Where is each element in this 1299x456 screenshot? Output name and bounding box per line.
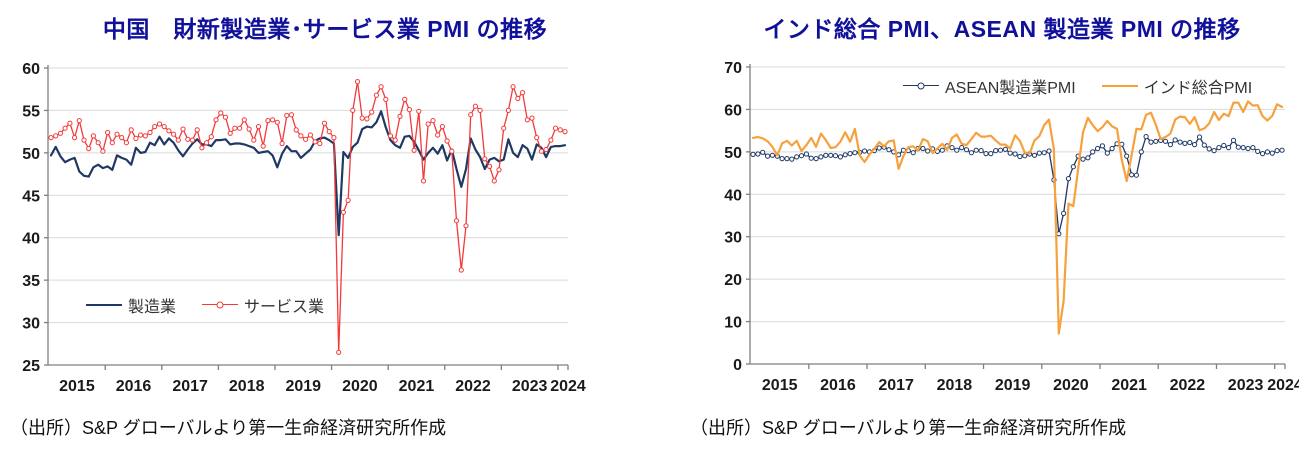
svg-text:2019: 2019 bbox=[285, 378, 321, 395]
svg-text:2022: 2022 bbox=[1170, 377, 1206, 394]
legend-line-swatch bbox=[202, 300, 239, 310]
source-note-china: （出所）S&P グローバルより第一生命経済研究所作成 bbox=[10, 418, 447, 438]
svg-text:55: 55 bbox=[22, 103, 40, 120]
chart-title-india-asean: インド総合 PMI、ASEAN 製造業 PMI の推移 bbox=[763, 16, 1241, 42]
svg-text:2015: 2015 bbox=[762, 377, 798, 394]
line-chart-india-asean-pmi: 0 10 20 30 40 50 60 70 2015 2016 2017 2018 2019 2020 2… bbox=[724, 60, 1299, 394]
legend-label: ASEAN製造業PMI bbox=[945, 80, 1076, 97]
svg-text:2024: 2024 bbox=[1267, 377, 1299, 394]
svg-text:2017: 2017 bbox=[172, 378, 208, 395]
svg-text:2018: 2018 bbox=[937, 377, 973, 394]
svg-text:2016: 2016 bbox=[116, 378, 152, 395]
legend-line-swatch bbox=[86, 300, 122, 310]
legend-label: 製造業 bbox=[128, 299, 177, 316]
svg-text:40: 40 bbox=[724, 187, 742, 204]
svg-text:2019: 2019 bbox=[995, 377, 1031, 394]
legend-item-services: サービス業 bbox=[202, 293, 324, 317]
svg-text:30: 30 bbox=[724, 230, 742, 247]
svg-text:50: 50 bbox=[22, 146, 40, 163]
legend-india-asean: ASEAN製造業PMI インド総合PMI bbox=[903, 74, 1278, 98]
legend-item-asean: ASEAN製造業PMI bbox=[903, 74, 1076, 98]
svg-text:45: 45 bbox=[22, 188, 40, 205]
legend-item-india: インド総合PMI bbox=[1101, 74, 1253, 98]
legend-label: インド総合PMI bbox=[1143, 80, 1253, 97]
legend-line-swatch bbox=[1101, 81, 1138, 91]
svg-text:2017: 2017 bbox=[878, 377, 914, 394]
chart-panel-india-asean: インド総合 PMI、ASEAN 製造業 PMI の推移 0 10 20 30 40 50 6… bbox=[650, 0, 1299, 456]
legend-item-manufacturing: 製造業 bbox=[86, 293, 176, 317]
svg-text:25: 25 bbox=[22, 358, 40, 375]
legend-china: 製造業 サービス業 bbox=[86, 293, 350, 317]
svg-text:2021: 2021 bbox=[399, 378, 435, 395]
chart-title-china: 中国 財新製造業･サービス業 PMI の推移 bbox=[102, 16, 548, 42]
line-chart-china-pmi: 25 30 35 40 45 50 55 60 2015 2016 2017 2018 2019 2020… bbox=[22, 61, 586, 395]
svg-text:0: 0 bbox=[733, 357, 742, 374]
svg-text:40: 40 bbox=[22, 231, 40, 248]
svg-text:2023: 2023 bbox=[512, 378, 548, 395]
svg-text:35: 35 bbox=[22, 273, 40, 290]
svg-text:70: 70 bbox=[724, 60, 742, 77]
svg-text:2021: 2021 bbox=[1111, 377, 1147, 394]
legend-label: サービス業 bbox=[244, 299, 325, 316]
svg-text:2015: 2015 bbox=[59, 378, 95, 395]
svg-text:60: 60 bbox=[22, 61, 40, 78]
svg-text:2023: 2023 bbox=[1228, 377, 1264, 394]
svg-text:10: 10 bbox=[724, 315, 742, 332]
chart-panel-china: 中国 財新製造業･サービス業 PMI の推移 25 30 35 40 45 50 55 60 2… bbox=[10, 16, 586, 438]
svg-text:2022: 2022 bbox=[455, 378, 491, 395]
svg-text:2020: 2020 bbox=[1053, 377, 1089, 394]
svg-text:50: 50 bbox=[724, 145, 742, 162]
source-note-india-asean: （出所）S&P グローバルより第一生命経済研究所作成 bbox=[690, 418, 1127, 438]
svg-text:20: 20 bbox=[724, 272, 742, 289]
svg-text:2024: 2024 bbox=[550, 378, 586, 395]
svg-text:2018: 2018 bbox=[229, 378, 265, 395]
svg-text:60: 60 bbox=[724, 102, 742, 119]
svg-text:30: 30 bbox=[22, 316, 40, 333]
svg-text:2020: 2020 bbox=[342, 378, 378, 395]
svg-text:2016: 2016 bbox=[820, 377, 856, 394]
legend-line-swatch bbox=[903, 81, 939, 91]
